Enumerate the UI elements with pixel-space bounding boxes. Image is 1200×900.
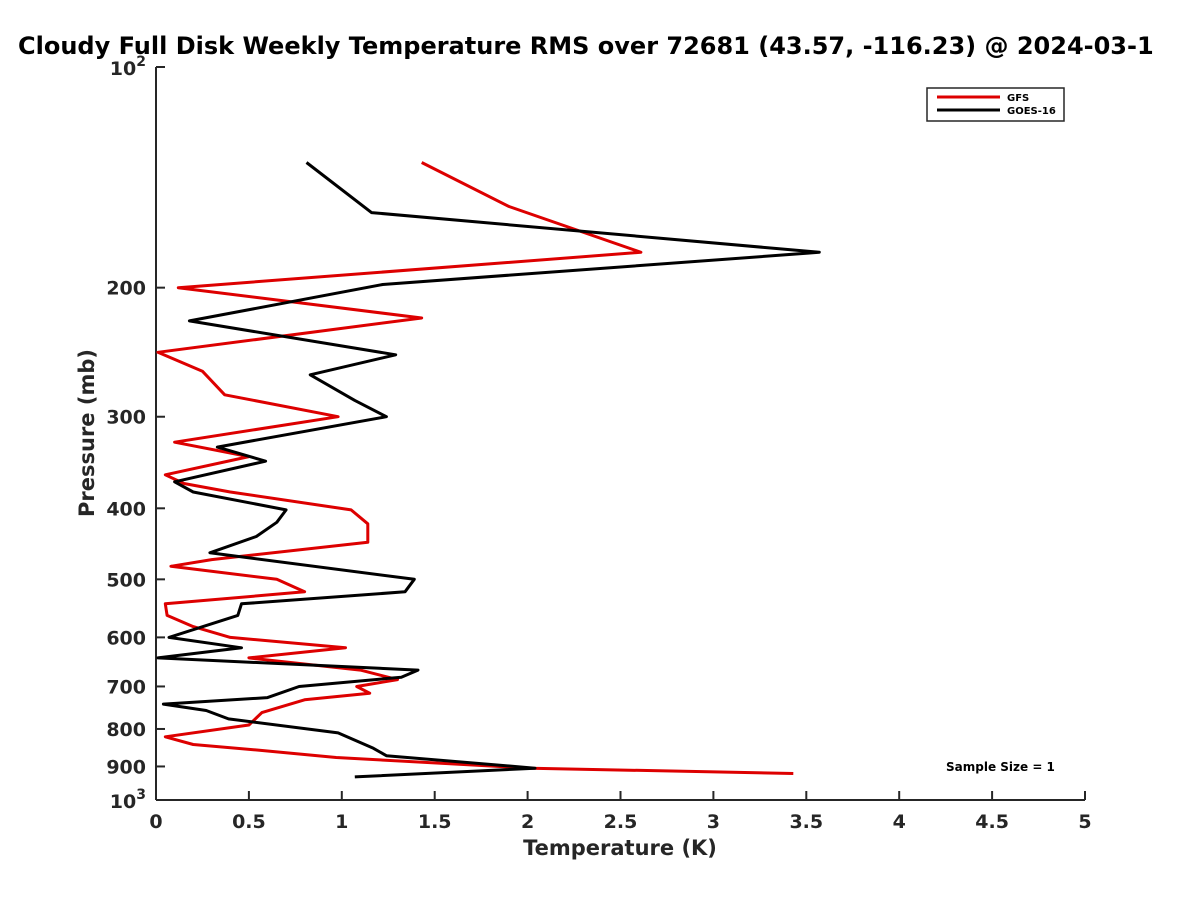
sample-size-annotation: Sample Size = 1 — [946, 760, 1055, 774]
y-axis-label: Pressure (mb) — [75, 349, 99, 517]
x-tick-label: 2 — [521, 811, 534, 833]
y-tick-label: 700 — [106, 676, 146, 698]
x-tick-label: 2.5 — [604, 811, 638, 833]
x-tick-label: 3.5 — [789, 811, 823, 833]
legend: GFS GOES-16 — [926, 87, 1065, 122]
y-axis: 200 300 400 500 600 700 800 900 102 103 — [106, 54, 165, 813]
y-tick-label: 800 — [106, 719, 146, 741]
y-tick-label: 300 — [106, 407, 146, 429]
x-tick-label: 0 — [149, 811, 162, 833]
x-axis: 0 0.5 1 1.5 2 2.5 3 3.5 4 4.5 5 — [149, 791, 1092, 833]
y-tick-label: 102 — [110, 54, 146, 80]
series-line-gfs — [156, 161, 794, 775]
y-tick-label: 600 — [106, 627, 146, 649]
series-lines — [156, 161, 821, 779]
x-axis-label: Temperature (K) — [523, 836, 717, 860]
series-line-goes-16 — [156, 161, 821, 779]
y-tick-label: 103 — [110, 787, 146, 813]
x-tick-label: 3 — [707, 811, 720, 833]
y-tick-label: 400 — [106, 498, 146, 520]
x-tick-label: 1.5 — [418, 811, 452, 833]
legend-box — [926, 87, 1065, 122]
x-tick-label: 5 — [1078, 811, 1091, 833]
legend-label: GFS — [1007, 93, 1029, 104]
x-tick-label: 4.5 — [975, 811, 1009, 833]
legend-label: GOES-16 — [1007, 106, 1056, 117]
x-tick-label: 4 — [893, 811, 906, 833]
x-tick-label: 1 — [335, 811, 348, 833]
y-tick-label: 200 — [106, 278, 146, 300]
y-tick-label: 500 — [106, 569, 146, 591]
y-tick-label: 900 — [106, 756, 146, 778]
x-tick-label: 0.5 — [232, 811, 266, 833]
chart-title: Cloudy Full Disk Weekly Temperature RMS … — [18, 32, 1154, 60]
